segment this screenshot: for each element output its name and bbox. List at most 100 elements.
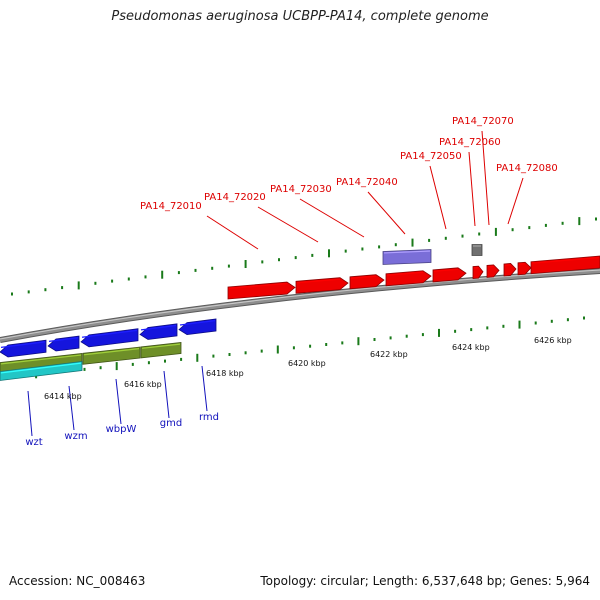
olive-gene [140,342,182,359]
forward-gene-arrow-highlight [296,278,341,284]
scale-label: 6414 kbp [44,392,82,401]
upper-tick-mark [44,288,47,292]
upper-leader-line [481,130,490,226]
upper-tick-mark [244,260,247,268]
forward-gene-arrow [503,263,517,277]
upper-gene-label: PA14_72060 [439,137,501,148]
lower-tick-mark [196,353,199,362]
lower-tick-mark [518,320,521,329]
upper-gene-label: PA14_72070 [452,116,514,127]
upper-tick-mark [261,260,264,264]
upper-tick-mark [11,292,13,296]
lower-tick-mark [164,359,166,363]
forward-gene-arrow-highlight [518,263,526,265]
lower-tick-mark [244,351,247,355]
backbone-line [0,269,600,342]
lower-tick-mark [309,344,312,348]
lower-tick-mark [147,361,150,365]
upper-tick-mark [27,290,30,294]
forward-gene-arrow [530,255,600,275]
lower-tick-mark [421,333,424,337]
upper-tick-mark [77,281,80,290]
lower-leader-line [201,365,208,412]
lower-tick-mark [212,354,215,358]
lower-gene-label: wbpW [106,424,137,435]
purple-feature [382,249,432,265]
upper-leader-line [507,177,524,225]
upper-tick-mark [127,277,130,281]
scale-label: 6418 kbp [206,369,244,378]
backbone-highlight [0,269,600,340]
lower-tick-mark [583,316,585,320]
lower-tick-mark [292,346,295,350]
lower-tick-mark [502,324,505,328]
lower-leader-line [163,370,170,419]
scale-label: 6424 kbp [452,343,490,352]
lower-tick-mark [486,326,489,330]
reverse-gene-arrow-highlight [140,324,177,331]
upper-tick-mark [211,266,214,270]
forward-gene-arrow-highlight [228,282,288,290]
gene-features [0,244,600,381]
lower-tick-mark [357,337,360,346]
lower-tick-mark [454,329,457,333]
lower-leader-line [68,385,75,431]
upper-tick-mark [361,247,364,251]
upper-tick-mark [578,217,581,226]
lower-tick-mark [373,338,376,341]
gray-feature [471,244,483,256]
upper-tick-mark [444,236,447,240]
lower-tick-mark [325,343,328,346]
upper-tick-mark [411,238,414,247]
genome-backbone [0,268,600,343]
upper-tick-mark [278,258,280,262]
upper-tick-mark [528,226,531,230]
lower-tick-mark [341,341,344,345]
lower-tick-mark [550,319,553,323]
upper-tick-mark [378,245,381,249]
upper-gene-label: PA14_72030 [270,184,332,195]
upper-tick-row [11,217,597,296]
olive-gene-highlight [83,348,140,356]
lower-tick-row [19,316,585,379]
upper-tick-mark [311,253,314,257]
lower-tick-mark [260,349,263,353]
reverse-gene-arrow-highlight [179,320,216,326]
upper-gene-label: PA14_72050 [400,151,462,162]
upper-tick-mark [94,281,97,285]
upper-gene-label: PA14_72040 [336,177,398,188]
upper-tick-mark [494,227,497,236]
map-title: Pseudomonas aeruginosa UCBPP-PA14, compl… [111,9,489,24]
upper-tick-mark [111,279,114,283]
lower-gene-label: rmd [199,412,219,423]
forward-gene-arrow-highlight [531,256,600,264]
lower-tick-mark [438,328,440,337]
lower-gene-label: gmd [160,418,182,429]
accession-label: Accession: NC_008463 [9,574,146,588]
lower-tick-mark [389,336,392,340]
upper-leader-line [206,215,259,250]
olive-gene-highlight [141,343,181,349]
upper-tick-mark [595,217,597,221]
lower-tick-mark [180,357,183,361]
lower-tick-mark [566,318,569,322]
lower-tick-mark [83,367,86,371]
upper-leader-line [367,191,406,235]
upper-tick-mark [61,286,64,290]
cyan-gene [0,361,83,381]
scale-label: 6416 kbp [124,380,162,389]
upper-tick-mark [461,234,464,238]
forward-gene-arrow [517,261,532,276]
forward-gene-arrow [227,281,296,300]
olive-gene [82,346,141,365]
upper-tick-mark [561,221,564,225]
lower-tick-mark [534,321,537,325]
olive-gene-highlight [0,354,82,365]
forward-gene-arrow [472,265,484,280]
upper-tick-mark [544,223,547,227]
upper-gene-label: PA14_72080 [496,163,558,174]
upper-tick-mark [144,275,147,279]
forward-gene-arrow-highlight [386,271,424,276]
upper-tick-mark [294,256,297,260]
